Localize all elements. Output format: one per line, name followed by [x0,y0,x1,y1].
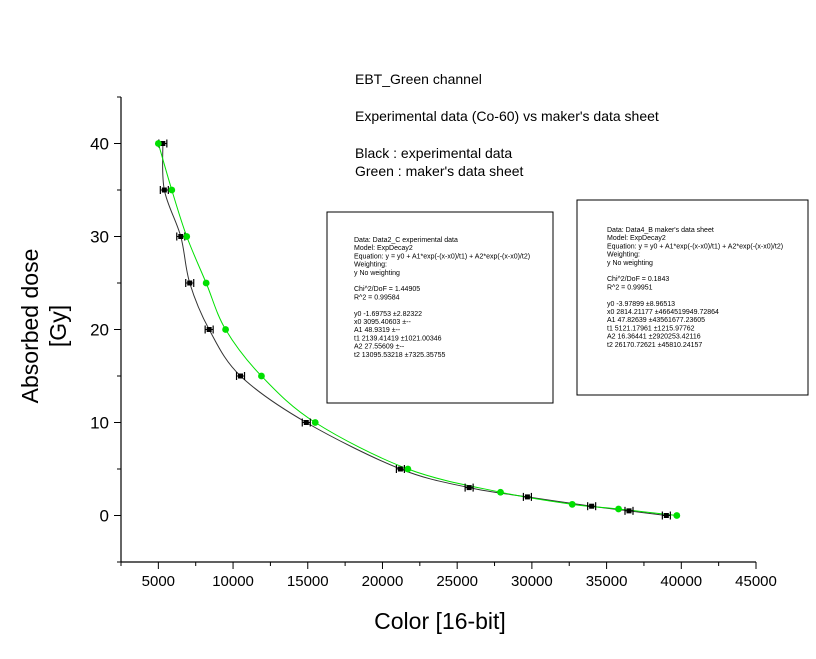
chart-note-comparison: Experimental data (Co-60) vs maker's dat… [355,108,659,124]
datasheet-point [202,279,210,287]
datasheet-point [258,372,265,380]
chart-note-green-legend: Green : maker's data sheet [355,163,524,179]
experimental-point [204,325,214,334]
x-tick-label: 30000 [511,573,553,590]
fit-box-line: R^2 = 0.99584 [354,294,400,301]
fit-box-line: t1 5121.17961 ±1215.97762 [607,325,695,332]
x-tick-label: 15000 [287,573,329,590]
fit-box-line: y0 -1.69753 ±2.82322 [354,311,422,318]
y-tick-label: 20 [90,321,109,340]
experimental-point [159,186,169,194]
fit-box-line: y No weighting [354,270,400,277]
y-tick-label: 40 [90,135,109,154]
chart-note-black-legend: Black : experimental data [355,145,512,161]
datasheet-point [154,140,162,147]
fit-box-line: y No weighting [607,260,653,267]
y-axis-title-line-1: Absorbed dose [17,249,43,404]
x-tick-label: 25000 [436,573,478,590]
fit-box-line: Equation: y = y0 + A1*exp(-(x-x0)/t1) + … [607,243,783,250]
experimental-point [235,372,246,380]
chart-note-channel: EBT_Green channel [355,71,482,87]
fit-box-line: Data: Data4_B maker's data sheet [607,227,714,234]
y-tick-label: 30 [90,228,109,247]
fit-box-line: Model: ExpDecay2 [354,245,413,252]
x-tick-label: 45000 [735,573,777,590]
experimental-point [522,492,533,501]
datasheet-point [404,465,412,473]
datasheet-point [183,233,191,240]
datasheet-point [168,186,176,194]
fit-box-line: A2 27.55609 ±-- [354,344,405,351]
datasheet-point [311,419,319,426]
x-tick-label: 20000 [362,573,404,590]
fit-box-line: Chi^2/DoF = 1.44905 [354,286,420,293]
datasheet-point [222,326,229,333]
experimental-point [587,502,597,511]
fit-box-line: Weighting: [354,262,387,269]
x-tick-label: 40000 [660,573,702,590]
x-tick-label: 35000 [586,573,628,590]
fit-box-line: t2 13095.53218 ±7325.35755 [354,352,446,359]
fit-box-line: t1 2139.41419 ±1021.00346 [354,335,442,342]
y-axis-title-line-2: [Gy] [45,305,71,347]
datasheet-point [568,500,576,508]
fit-box-line: A2 16.36441 ±2920253.42116 [607,334,701,341]
y-tick-label: 0 [100,507,109,526]
fit-box-line: x0 3095.40603 ±-- [354,319,411,326]
fit-box-line: Data: Data2_C experimental data [354,237,458,244]
fit-box-line: Equation: y = y0 + A1*exp(-(x-x0)/t1) + … [354,253,530,260]
experimental-point [624,506,634,515]
x-axis-title: Color [16-bit] [374,608,506,634]
fit-box-line: A1 47.82639 ±43561677.23605 [607,317,705,324]
x-tick-label: 5000 [142,573,175,590]
experimental-point [185,279,195,287]
fit-box-line: Model: ExpDecay2 [607,235,666,242]
fit-box-line: Weighting: [607,252,640,259]
fit-box-line: x0 2814.21177 ±4664519949.72864 [607,309,719,316]
experimental-point [661,511,671,520]
fit-box-line: R^2 = 0.99951 [607,284,653,291]
fit-box-line: t2 26170.72621 ±45810.24157 [607,342,702,349]
x-tick-label: 10000 [212,573,254,590]
plot-area: 5000 10000 15000 20000 25000 30000 35000 40000 4… [90,96,777,590]
datasheet-point [497,488,504,496]
data-points [154,139,681,520]
experimental-point [395,465,405,473]
datasheet-point [615,505,622,513]
experimental-point [464,483,474,492]
fit-box-line: y0 -3.97899 ±8.96513 [607,301,675,308]
fit-box-line: Chi^2/DoF = 0.1843 [607,276,669,283]
y-tick-label: 10 [90,414,109,433]
fit-box-line: A1 48.9319 ±-- [354,327,401,334]
datasheet-point [673,512,681,519]
experimental-point [301,418,311,427]
